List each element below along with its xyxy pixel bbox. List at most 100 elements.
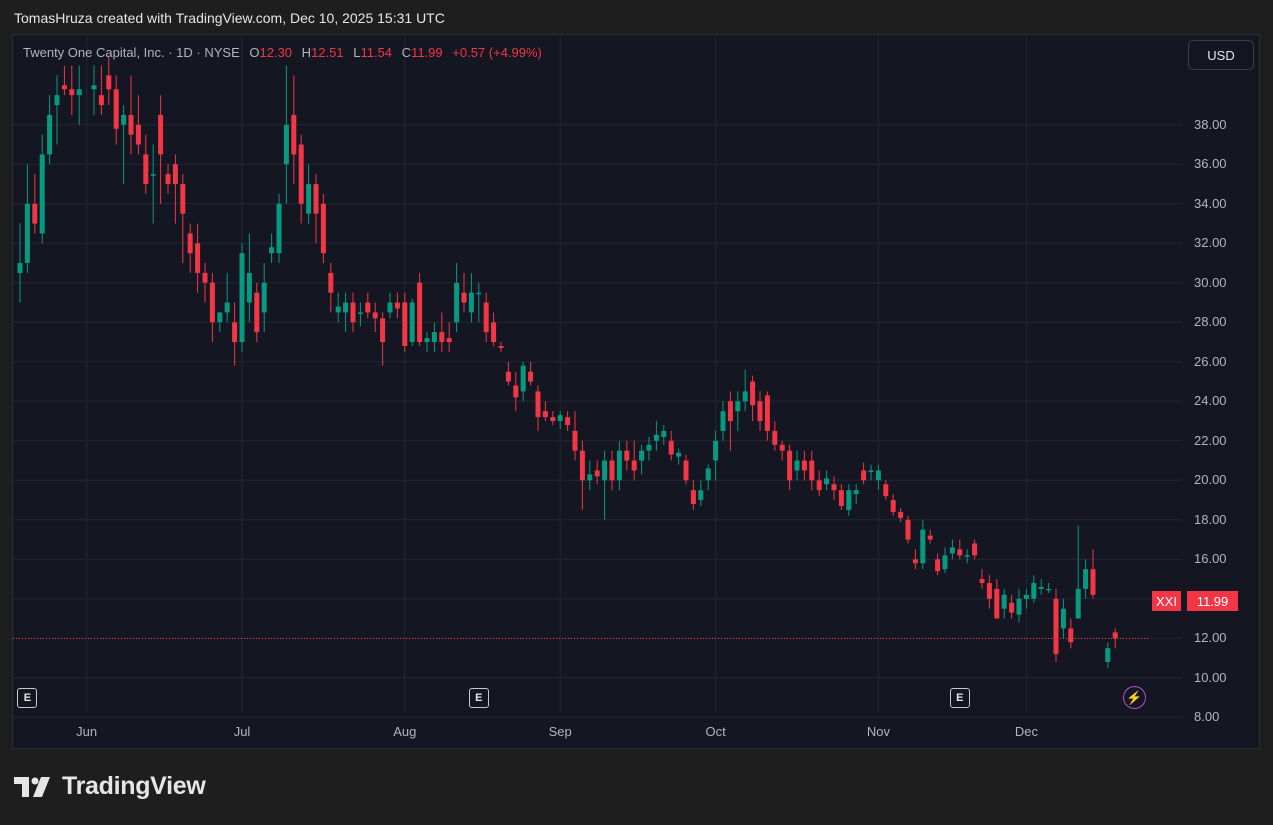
candle-down — [372, 302, 378, 333]
candle-down — [195, 223, 201, 293]
candle-up — [964, 549, 970, 564]
candle-up — [875, 464, 881, 491]
candle-down — [232, 302, 238, 366]
candle-up — [91, 65, 97, 115]
candle-down — [313, 174, 319, 244]
candle-up — [76, 65, 82, 125]
lightning-icon[interactable]: ⚡ — [1123, 686, 1146, 709]
currency-button[interactable]: USD — [1188, 40, 1254, 70]
chart-panel[interactable] — [12, 34, 1260, 749]
candle-down — [801, 450, 807, 481]
earnings-badge-icon[interactable]: E — [468, 688, 489, 708]
price-tick-label: 10.00 — [1194, 669, 1227, 685]
candle-down — [291, 75, 297, 185]
candle-down — [994, 579, 1000, 619]
candle-up — [476, 282, 482, 323]
candle-down — [683, 454, 689, 485]
candle-up — [150, 144, 156, 224]
candle-up — [868, 464, 874, 481]
candle-down — [98, 65, 104, 115]
candle-up — [54, 75, 60, 145]
candle-down — [106, 55, 112, 106]
candle-up — [698, 480, 704, 506]
candle-up — [47, 95, 53, 165]
price-tick-label: 12.00 — [1194, 630, 1227, 646]
candle-up — [121, 105, 127, 185]
candle-up — [468, 272, 474, 323]
change-value: +0.57 (+4.99%) — [452, 45, 542, 60]
candle-up — [520, 361, 526, 402]
candle-up — [454, 263, 460, 333]
candle-down — [690, 480, 696, 510]
high-label: H — [301, 45, 312, 60]
attribution-text: TomasHruza created with TradingView.com,… — [14, 10, 445, 26]
candle-up — [387, 292, 393, 319]
candle-up — [343, 292, 349, 333]
candle-down — [1009, 594, 1015, 619]
candle-down — [757, 391, 763, 431]
candle-down — [320, 193, 326, 264]
candle-up — [1038, 579, 1044, 595]
candle-down — [180, 174, 186, 264]
time-tick-label: Aug — [393, 724, 417, 739]
symbol-name: Twenty One Capital, Inc. · 1D · NYSE — [23, 45, 240, 60]
tradingview-branding[interactable]: TradingView — [14, 772, 206, 801]
candle-down — [394, 292, 400, 319]
candle-down — [772, 421, 778, 451]
candle-down — [498, 342, 504, 352]
candle-down — [727, 391, 733, 451]
candle-up — [261, 263, 267, 333]
close-value: 11.99 — [411, 45, 443, 60]
candle-down — [927, 529, 933, 544]
price-tick-label: 36.00 — [1194, 156, 1227, 172]
candle-up — [661, 425, 667, 445]
symbol-legend: Twenty One Capital, Inc. · 1D · NYSE O12… — [23, 45, 542, 60]
candle-up — [602, 450, 608, 520]
candle-up — [357, 302, 363, 327]
candle-down — [1053, 588, 1059, 662]
candle-down — [1068, 618, 1074, 649]
price-tick-label: 30.00 — [1194, 274, 1227, 290]
candle-down — [380, 312, 386, 366]
candle-down — [446, 322, 452, 352]
candle-down — [254, 282, 260, 343]
earnings-badge-icon[interactable]: E — [949, 688, 970, 708]
candle-down — [202, 263, 208, 303]
candles — [17, 55, 1118, 668]
candle-up — [335, 292, 341, 323]
candle-down — [535, 385, 541, 431]
candle-up — [1105, 642, 1111, 668]
candle-up — [239, 243, 245, 352]
price-tick-label: 32.00 — [1194, 235, 1227, 251]
candle-down — [750, 375, 756, 422]
candle-down — [986, 575, 992, 609]
candle-up — [846, 484, 852, 516]
candle-down — [1112, 628, 1118, 649]
candle-down — [165, 164, 171, 194]
candle-up — [587, 460, 593, 491]
price-tick-label: 18.00 — [1194, 511, 1227, 527]
candle-down — [350, 292, 356, 333]
candle-down — [158, 95, 164, 204]
candle-down — [113, 75, 119, 145]
candle-down — [572, 411, 578, 461]
candle-down — [461, 272, 467, 313]
candle-up — [639, 444, 645, 475]
candle-down — [972, 539, 978, 560]
candle-up — [557, 411, 563, 429]
candle-down — [898, 507, 904, 522]
earnings-badge-icon[interactable]: E — [17, 688, 38, 708]
time-tick-label: Jul — [233, 724, 251, 739]
candle-up — [942, 547, 948, 574]
candle-down — [550, 411, 556, 425]
candle-up — [409, 298, 415, 346]
price-tick-label: 38.00 — [1194, 116, 1227, 132]
candle-down — [905, 515, 911, 544]
low-label: L — [353, 45, 361, 60]
open-label: O — [249, 45, 260, 60]
candle-up — [1060, 598, 1066, 639]
candle-up — [306, 164, 312, 224]
candle-down — [764, 391, 770, 441]
grid-lines — [13, 35, 1182, 718]
